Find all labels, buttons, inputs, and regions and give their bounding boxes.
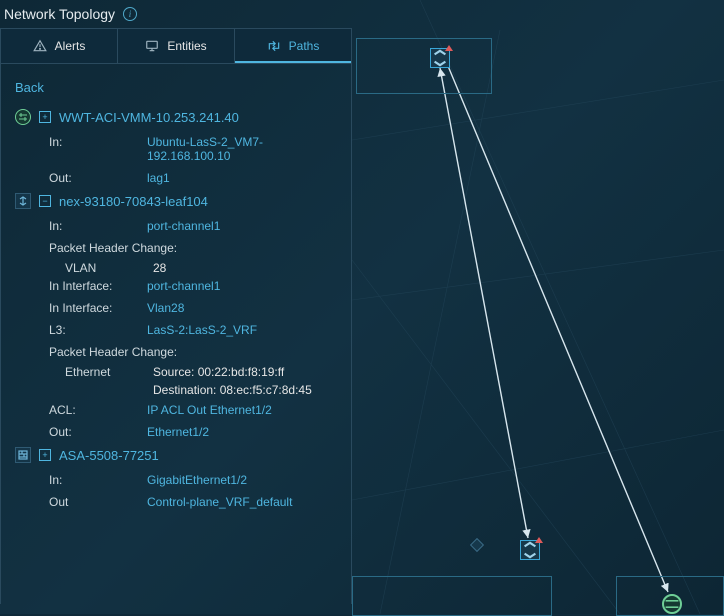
- firewall-icon: [15, 447, 31, 463]
- sub-key: VLAN: [65, 261, 143, 275]
- kv-value-link[interactable]: GigabitEthernet1/2: [147, 473, 337, 487]
- expand-toggle[interactable]: +: [39, 111, 51, 123]
- kv-key: L3:: [49, 323, 139, 337]
- kv-value-link[interactable]: Control-plane_VRF_default: [147, 495, 337, 509]
- topology-group-frame: [352, 576, 552, 616]
- tab-label: Alerts: [55, 39, 86, 53]
- tab-label: Paths: [289, 39, 320, 53]
- kv-key: Out: [49, 495, 139, 509]
- sub-key: [65, 383, 143, 397]
- kv-key: In:: [49, 473, 139, 487]
- kv-value-link[interactable]: IP ACL Out Ethernet1/2: [147, 403, 337, 417]
- topology-node[interactable]: [662, 594, 682, 614]
- info-icon[interactable]: i: [123, 7, 137, 21]
- switch-icon: [15, 193, 31, 209]
- kv-value-link[interactable]: LasS-2:LasS-2_VRF: [147, 323, 337, 337]
- section-title: Packet Header Change:: [49, 241, 337, 255]
- sub-value: Destination: 08:ec:f5:c7:8d:45: [153, 383, 337, 397]
- path-node: + WWT-ACI-VMM-10.253.241.40: [15, 109, 337, 125]
- kv-key: In Interface:: [49, 279, 139, 293]
- node-title[interactable]: nex-93180-70843-leaf104: [59, 194, 208, 209]
- back-link[interactable]: Back: [15, 76, 337, 109]
- sub-value: 28: [153, 261, 337, 275]
- tab-label: Entities: [167, 39, 206, 53]
- topology-node[interactable]: [430, 48, 450, 68]
- alert-badge-icon: [535, 537, 543, 543]
- kv-value-link[interactable]: port-channel1: [147, 279, 337, 293]
- kv-key: In:: [49, 219, 139, 233]
- panel-body: Back + WWT-ACI-VMM-10.253.241.40 In: Ubun…: [0, 64, 352, 604]
- side-panel: Alerts Entities Paths Back + WWT-ACI-VMM…: [0, 28, 352, 604]
- kv-key: Out:: [49, 171, 139, 185]
- kv-key: ACL:: [49, 403, 139, 417]
- sub-key: Ethernet: [65, 365, 143, 379]
- node-title[interactable]: ASA-5508-77251: [59, 448, 159, 463]
- sub-value: Source: 00:22:bd:f8:19:ff: [153, 365, 337, 379]
- topology-node[interactable]: [520, 540, 540, 560]
- path-node: + ASA-5508-77251: [15, 447, 337, 463]
- kv-value-link[interactable]: port-channel1: [147, 219, 337, 233]
- monitor-icon: [145, 39, 159, 53]
- expand-toggle[interactable]: +: [39, 449, 51, 461]
- kv-value-link[interactable]: Ubuntu-LasS-2_VM7-192.168.100.10: [147, 135, 337, 163]
- alert-icon: [33, 39, 47, 53]
- tab-entities[interactable]: Entities: [118, 29, 235, 63]
- kv-key: Out:: [49, 425, 139, 439]
- vm-icon: [15, 109, 31, 125]
- tab-paths[interactable]: Paths: [235, 29, 352, 63]
- topology-group-frame: [356, 38, 492, 94]
- collapse-toggle[interactable]: −: [39, 195, 51, 207]
- kv-key: In Interface:: [49, 301, 139, 315]
- section-title: Packet Header Change:: [49, 345, 337, 359]
- page-title: Network Topology: [4, 6, 115, 22]
- node-title[interactable]: WWT-ACI-VMM-10.253.241.40: [59, 110, 239, 125]
- tabs-bar: Alerts Entities Paths: [0, 28, 352, 64]
- kv-key: In:: [49, 135, 139, 149]
- path-node: − nex-93180-70843-leaf104: [15, 193, 337, 209]
- kv-value-link[interactable]: lag1: [147, 171, 337, 185]
- kv-value-link[interactable]: Vlan28: [147, 301, 337, 315]
- tab-alerts[interactable]: Alerts: [1, 29, 118, 63]
- kv-value-link[interactable]: Ethernet1/2: [147, 425, 337, 439]
- alert-badge-icon: [445, 45, 453, 51]
- path-icon: [267, 39, 281, 53]
